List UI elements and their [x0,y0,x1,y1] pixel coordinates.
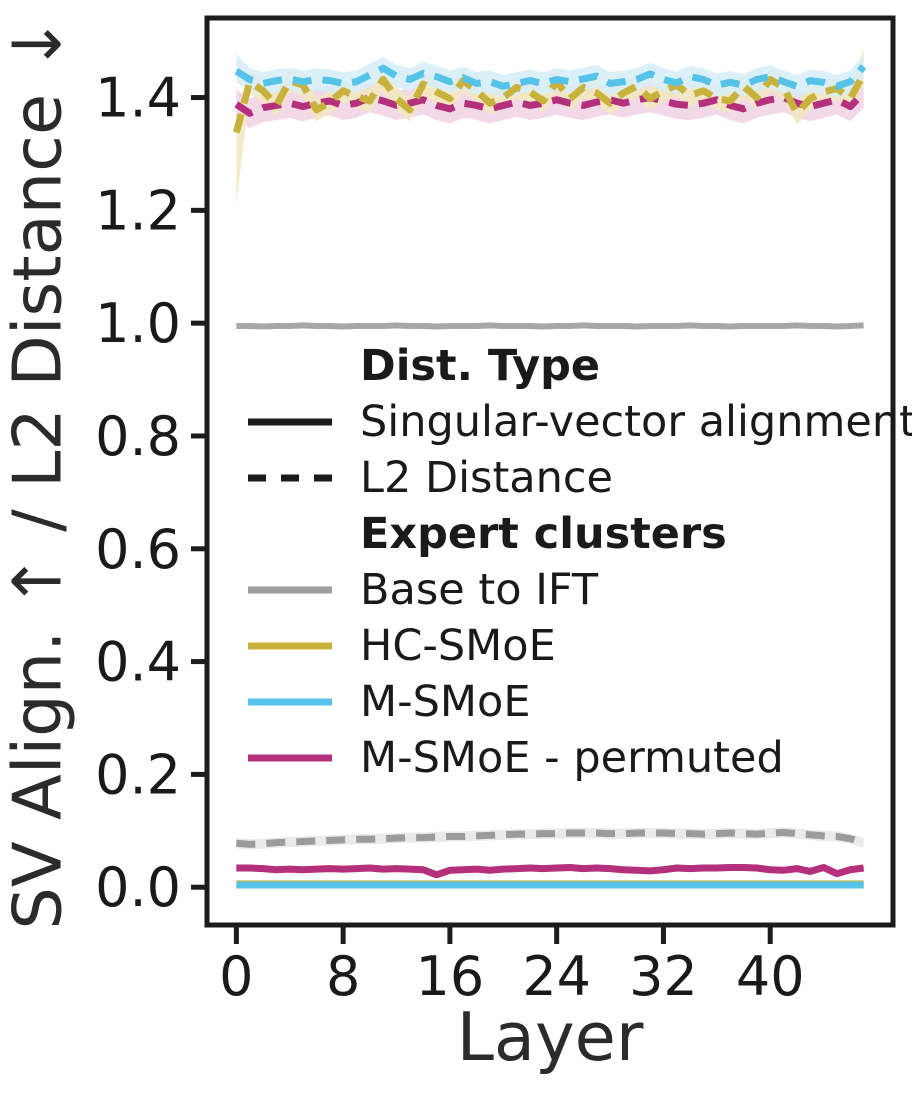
y-tick-label: 0.4 [95,631,181,694]
legend-section-title: Dist. Type [360,340,601,391]
legend-item-label: M-SMoE - permuted [360,732,784,783]
y-tick-label: 1.0 [95,292,181,355]
y-tick-label: 1.4 [95,67,181,130]
legend-item: M-SMoE - permuted [248,730,912,786]
x-tick-label: 8 [326,945,360,1008]
series-line [236,828,865,848]
solid-line-swatch-icon [248,638,332,654]
y-axis-label: SV Align. ↑ / L2 Distance ↓ [0,16,77,930]
dashed-line-swatch-icon [248,470,332,486]
y-tick-label: 0.2 [95,743,181,806]
legend: Dist. Type Singular-vector alignment L2 Di… [248,338,912,786]
legend-item-label: HC-SMoE [360,620,556,671]
legend-item: L2 Distance [248,450,912,506]
plot-frame [204,15,896,928]
series-line [234,64,867,90]
legend-item: M-SMoE [248,674,912,730]
legend-item-label: L2 Distance [360,452,614,503]
solid-line-swatch-icon [248,694,332,710]
legend-section-title-row: Expert clusters [248,506,912,562]
x-tick-label: 24 [522,945,591,1008]
solid-line-swatch-icon [248,582,332,598]
x-axis-label: Layer [456,998,644,1076]
series-line [232,72,867,134]
legend-section-title-row: Dist. Type [248,338,912,394]
x-tick-label: 16 [416,945,485,1008]
solid-line-swatch-icon [248,750,332,766]
series-line [236,322,864,330]
y-tick-label: 1.2 [95,179,181,242]
legend-title-spacer [248,526,332,542]
legend-item-label: Base to IFT [360,564,599,615]
legend-item-label: Singular-vector alignment [360,396,912,447]
confidence-band [236,54,864,98]
x-tick-label: 40 [736,945,805,1008]
legend-item: Singular-vector alignment [248,394,912,450]
legend-title-spacer [248,358,332,374]
y-tick-label: 0.8 [95,405,181,468]
x-tick-label: 32 [629,945,698,1008]
confidence-band [236,827,864,850]
legend-section-title: Expert clusters [360,508,727,559]
legend-item-label: M-SMoE [360,676,531,727]
y-tick-label: 0.6 [95,518,181,581]
y-tick-label: 0.0 [95,856,181,919]
series-line [234,90,867,117]
legend-item: HC-SMoE [248,618,912,674]
solid-line-swatch-icon [248,414,332,430]
x-tick-label: 0 [219,945,253,1008]
legend-item: Base to IFT [248,562,912,618]
series-line [236,863,865,879]
